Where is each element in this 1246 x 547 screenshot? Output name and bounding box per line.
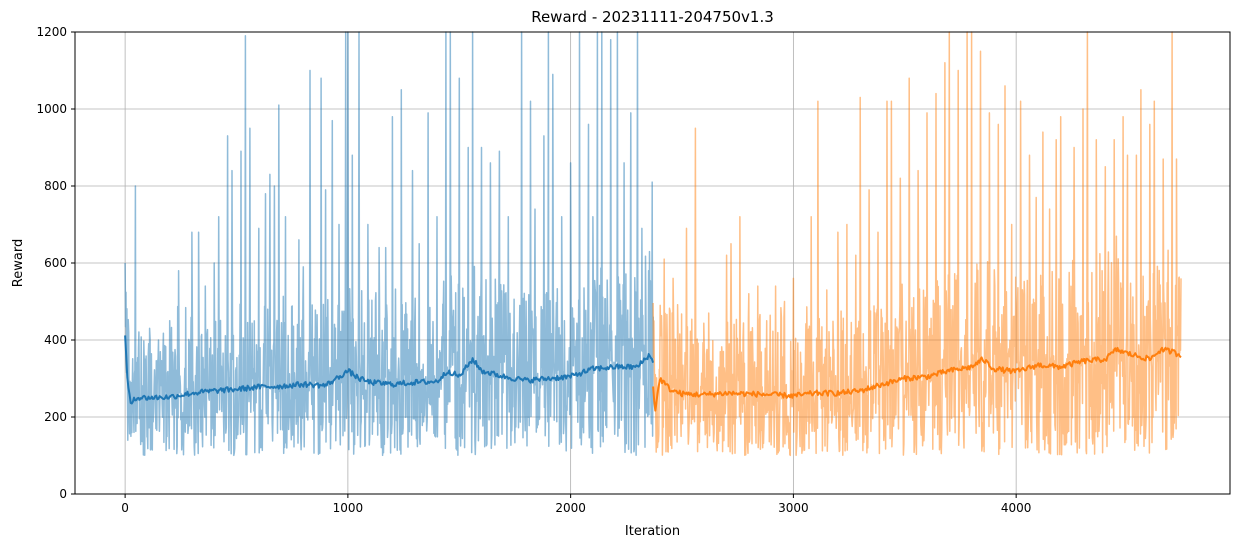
x-axis-title: Iteration [625, 524, 680, 539]
series-1-average-line [124, 335, 655, 405]
series-2-average-line [652, 346, 1182, 412]
chart-title: Reward - 20231111-204750v1.3 [531, 8, 774, 26]
tick-layer: 0 1000 2000 3000 4000 0 200 400 600 800 1000 1200 [36, 25, 1031, 515]
y-axis-title: Reward [11, 239, 26, 287]
x-tick-label: 4000 [1001, 501, 1032, 515]
y-tick-label: 0 [59, 487, 67, 501]
series-1-raw-line [124, 31, 654, 457]
y-tick-label: 600 [44, 256, 67, 270]
series-2-raw-line [652, 31, 1182, 457]
y-tick-label: 1200 [36, 25, 67, 39]
x-tick-label: 2000 [555, 501, 586, 515]
y-tick-label: 200 [44, 410, 67, 424]
y-tick-label: 1000 [36, 102, 67, 116]
y-tick-label: 400 [44, 333, 67, 347]
x-tick-label: 0 [121, 501, 129, 515]
y-tick-label: 800 [44, 179, 67, 193]
x-tick-label: 1000 [333, 501, 364, 515]
data-layer [124, 31, 1182, 457]
x-tick-label: 3000 [778, 501, 809, 515]
